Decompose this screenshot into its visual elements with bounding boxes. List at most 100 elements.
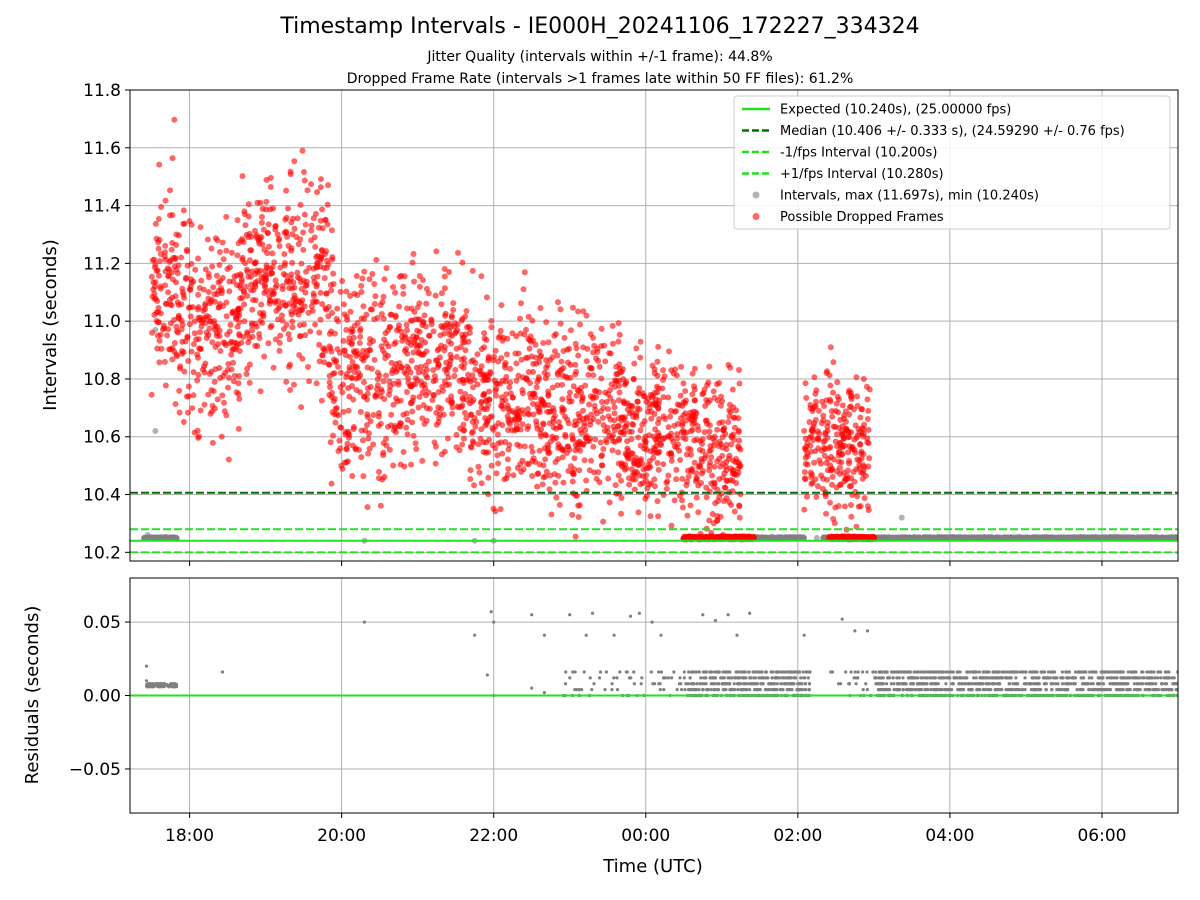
dropped-frame-point xyxy=(360,303,367,310)
dropped-frame-point xyxy=(272,336,279,343)
dropped-frame-point xyxy=(819,485,826,492)
dropped-frame-point xyxy=(606,499,613,506)
dropped-frame-point xyxy=(251,260,258,267)
dropped-frame-point xyxy=(866,386,873,393)
dropped-frame-point xyxy=(539,481,546,488)
dropped-frame-point xyxy=(683,482,690,489)
residual-point xyxy=(1154,682,1158,686)
dropped-frame-point xyxy=(736,503,743,510)
dropped-frame-point xyxy=(652,426,659,433)
residual-point xyxy=(783,670,787,674)
dropped-frame-point xyxy=(347,308,354,315)
dropped-frame-point xyxy=(835,452,842,459)
dropped-frame-point xyxy=(493,385,500,392)
dropped-frame-point xyxy=(354,292,361,299)
dropped-frame-point xyxy=(706,517,713,524)
dropped-frame-point xyxy=(719,444,726,451)
dropped-frame-point xyxy=(826,499,833,506)
dropped-frame-point xyxy=(370,412,377,419)
dropped-frame-point xyxy=(441,265,448,272)
dropped-frame-point xyxy=(216,364,223,371)
residual-point xyxy=(723,682,727,686)
dropped-frame-point xyxy=(379,298,386,305)
dropped-frame-point xyxy=(340,337,347,344)
dropped-frame-point xyxy=(448,312,455,319)
dropped-frame-point xyxy=(218,433,225,440)
dropped-frame-point xyxy=(224,331,231,338)
dropped-frame-point xyxy=(155,272,162,279)
dropped-frame-point xyxy=(269,250,276,257)
dropped-frame-point xyxy=(258,279,265,286)
dropped-frame-point xyxy=(572,361,579,368)
dropped-frame-point xyxy=(480,439,487,446)
dropped-frame-point xyxy=(628,436,635,443)
residual-point xyxy=(755,688,759,692)
residual-point xyxy=(778,676,783,680)
dropped-frame-point xyxy=(239,235,246,242)
dropped-frame-point xyxy=(643,398,650,405)
residual-point xyxy=(797,682,801,686)
dropped-frame-point xyxy=(337,288,344,295)
dropped-frame-point xyxy=(811,420,818,427)
dropped-frame-point xyxy=(611,404,618,411)
dropped-frame-point xyxy=(249,306,256,313)
dropped-frame-point xyxy=(186,286,193,293)
dropped-frame-point xyxy=(471,482,478,489)
dropped-frame-point xyxy=(434,364,441,371)
dropped-frame-point xyxy=(698,480,705,487)
dropped-frame-point xyxy=(629,421,636,428)
dropped-frame-point xyxy=(209,263,216,270)
dropped-frame-point xyxy=(313,254,320,261)
dropped-frame-point xyxy=(195,371,202,378)
dropped-frame-point xyxy=(598,325,605,332)
dropped-frame-point xyxy=(194,351,201,358)
dropped-frame-point xyxy=(340,301,347,308)
residual-point xyxy=(792,676,796,680)
dropped-frame-point xyxy=(234,252,241,259)
dropped-frame-point xyxy=(396,273,403,280)
dropped-frame-point xyxy=(478,426,485,433)
dropped-frame-point xyxy=(478,273,485,280)
dropped-frame-point xyxy=(419,276,426,283)
dropped-frame-point xyxy=(494,431,501,438)
dropped-frame-point xyxy=(296,322,303,329)
dropped-frame-point xyxy=(488,324,495,331)
dropped-frame-point xyxy=(422,392,429,399)
dropped-frame-point xyxy=(162,242,169,249)
dropped-frame-point xyxy=(223,299,230,306)
dropped-frame-point xyxy=(335,363,342,370)
residual-point xyxy=(775,682,779,686)
dropped-frame-point xyxy=(719,434,726,441)
residual-point xyxy=(701,688,705,692)
dropped-frame-point xyxy=(497,327,504,334)
dropped-frame-point xyxy=(408,461,415,468)
dropped-frame-point xyxy=(383,435,390,442)
dropped-frame-point xyxy=(514,464,521,471)
dropped-frame-point xyxy=(822,429,829,436)
dropped-frame-point xyxy=(846,411,853,418)
residual-point xyxy=(160,682,164,686)
dropped-frame-point xyxy=(378,310,385,317)
dropped-frame-point xyxy=(325,182,332,189)
dropped-frame-point xyxy=(403,345,410,352)
dropped-frame-point xyxy=(654,358,661,365)
dropped-frame-point xyxy=(256,335,263,342)
dropped-frame-point xyxy=(728,434,735,441)
dropped-frame-point xyxy=(286,285,293,292)
residual-point xyxy=(612,676,616,680)
dropped-frame-point xyxy=(605,405,612,412)
dropped-frame-point xyxy=(345,407,352,414)
residual-point xyxy=(145,685,149,689)
dropped-frame-point xyxy=(630,375,637,382)
dropped-frame-point xyxy=(205,270,212,277)
dropped-frame-point xyxy=(725,419,732,426)
residual-point xyxy=(844,670,848,674)
dropped-frame-point xyxy=(521,443,528,450)
dropped-frame-point xyxy=(423,417,430,424)
interval-point xyxy=(172,534,179,541)
residual-point xyxy=(836,682,841,686)
dropped-frame-point xyxy=(248,320,255,327)
dropped-frame-point xyxy=(375,475,382,482)
dropped-frame-point xyxy=(619,461,626,468)
residual-point xyxy=(682,676,686,680)
